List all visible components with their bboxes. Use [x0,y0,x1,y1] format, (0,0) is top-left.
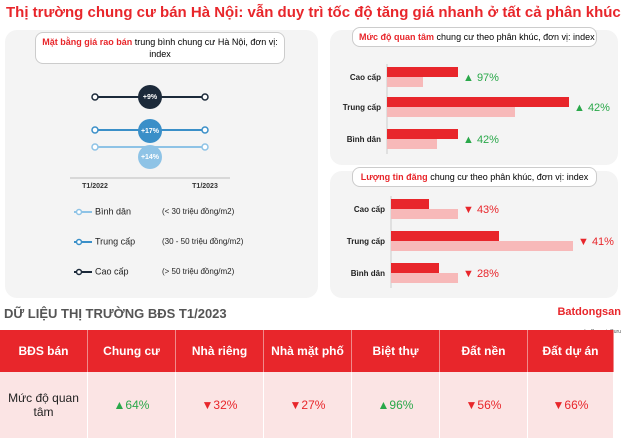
panel [5,30,318,298]
category-label: Cao cấp [350,73,381,82]
bar [387,129,458,139]
panel-title: Mặt bằng giá rao bán trung bình chung cư… [35,32,285,64]
legend-range: (30 - 50 triệu đồng/m2) [162,237,244,246]
table-header-cell: Nhà mặt phố [264,330,352,372]
table-header-cell: Nhà riêng [176,330,264,372]
bar [387,67,458,77]
category-label: Trung cấp [343,103,381,112]
change-label: +14% [141,154,160,161]
bar [387,77,423,87]
category-label: Cao cấp [354,205,385,214]
series-point [91,93,99,101]
title-highlight: Lượng tin đăng [360,172,428,182]
title-rest: chung cư theo phân khúc, đơn vị: index [430,172,589,182]
series-point [201,93,209,101]
bar [391,263,439,273]
change-bubble [138,145,162,169]
table-cell: ▲64% [88,372,176,438]
table-header-cell: BĐS bán [0,330,88,372]
table-header-cell: Chung cư [88,330,176,372]
legend-point [75,238,83,246]
table-cell: ▼56% [440,372,528,438]
x-tick-label: T1/2022 [82,183,108,190]
series-point [91,126,99,134]
series-point [91,143,99,151]
change-bubble [138,85,162,109]
change-label: +9% [143,94,158,101]
table-header-cell: Đất nền [440,330,528,372]
table-cell: ▲96% [352,372,440,438]
change-label: ▲ 42% [574,102,610,114]
table-header-cell: Biệt thự [352,330,440,372]
title-highlight: Mặt bằng giá rao bán [42,37,133,47]
bar [387,107,515,117]
category-label: Bình dân [351,269,385,278]
change-bubble [138,119,162,143]
title-rest: chung cư theo phân khúc, đơn vị: index [436,32,595,42]
change-label: ▼ 41% [578,236,614,248]
table-cell: ▼66% [528,372,614,438]
x-tick-label: T1/2023 [192,183,218,190]
legend-point [75,208,83,216]
change-label: ▲ 42% [463,134,499,146]
logo-text: Batdongsan [557,306,621,318]
table-header-cell: Đất dự án [528,330,614,372]
legend-range: (< 30 triệu đồng/m2) [162,207,235,216]
category-label: Trung cấp [347,237,385,246]
bar [391,199,429,209]
legend-range: (> 50 triệu đồng/m2) [162,267,235,276]
legend-label: Bình dân [95,206,131,216]
change-label: ▲ 97% [463,72,499,84]
legend-label: Cao cấp [95,266,129,276]
change-label: +17% [141,128,160,135]
change-label: ▼ 28% [463,268,499,280]
legend-point [75,268,83,276]
page-title: Thị trường chung cư bán Hà Nội: vẫn duy … [6,4,621,21]
table-cell: ▼27% [264,372,352,438]
change-label: ▼ 43% [463,204,499,216]
bar [387,97,569,107]
table-cell: Mức độ quan tâm [0,372,88,438]
bar [391,231,499,241]
bar [391,273,458,283]
legend-label: Trung cấp [95,236,135,246]
series-point [201,126,209,134]
bar [391,209,458,219]
title-highlight: Mức độ quan tâm [359,32,435,42]
panel-title: Lượng tin đăng chung cư theo phân khúc, … [352,167,597,187]
bar [387,139,437,149]
series-point [201,143,209,151]
panel-title: Mức độ quan tâm chung cư theo phân khúc,… [352,27,597,47]
section-title: DỮ LIỆU THỊ TRƯỜNG BĐS T1/2023 [4,306,227,321]
table-cell: ▼32% [176,372,264,438]
title-rest: trung bình chung cư Hà Nội, đơn vị: inde… [134,37,278,59]
bar [391,241,573,251]
category-label: Bình dân [347,135,381,144]
